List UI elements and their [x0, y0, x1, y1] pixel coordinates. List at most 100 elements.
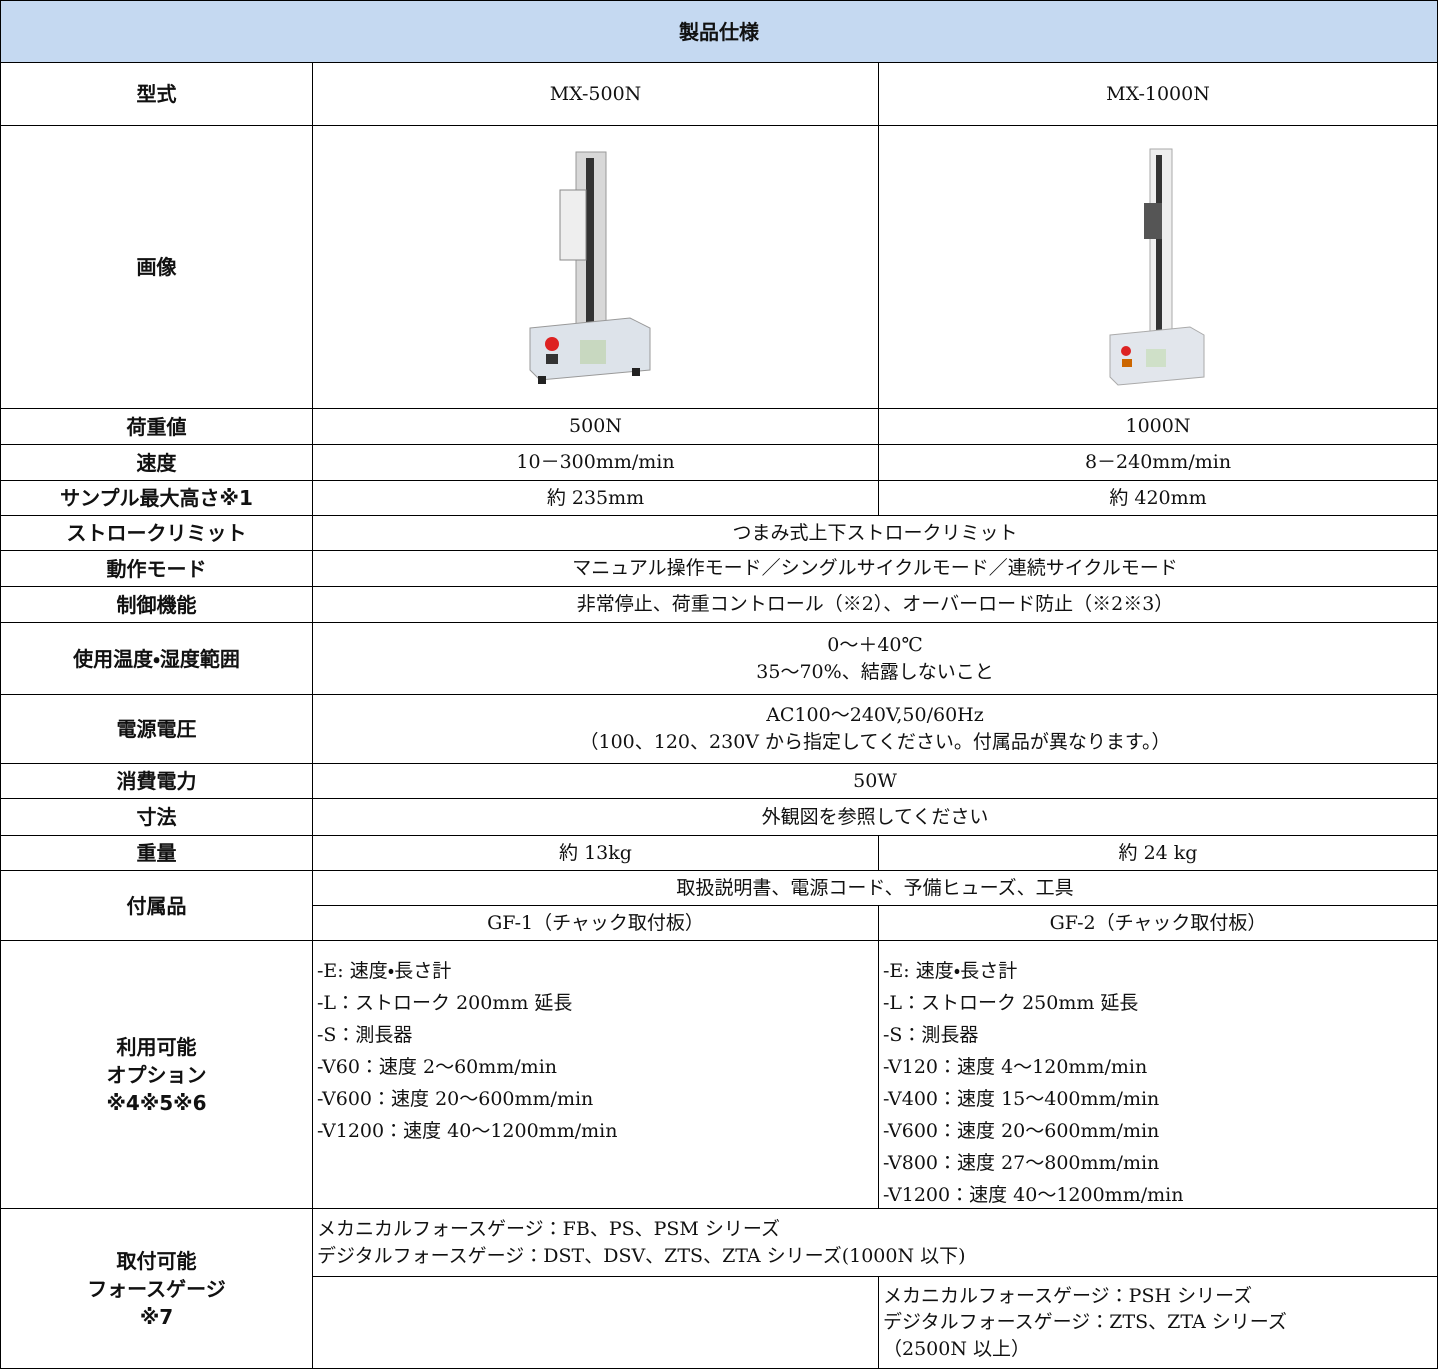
value-cell: 1000N — [878, 408, 1438, 445]
row-label: 重量 — [0, 835, 313, 871]
cell-text: -V400：速度 15～400mm/min — [883, 1088, 1160, 1110]
row-label: 動作モード — [0, 550, 313, 587]
cell-text: 取付可能 — [116, 1248, 197, 1273]
row-label: 電源電圧 — [0, 694, 313, 764]
row-label: 画像 — [0, 125, 313, 409]
cell-text: -L：ストローク 200mm 延長 — [317, 992, 573, 1014]
common-cell: メカニカルフォースゲージ：FB、PS、PSM シリーズデジタルフォースゲージ：D… — [312, 1208, 1438, 1277]
value-cell: つまみ式上下ストロークリミット — [312, 515, 1438, 551]
value-cell: 0～＋40℃ 35～70%、結露しないこと — [312, 622, 1438, 695]
row-label: 付属品 — [0, 870, 313, 941]
value-cell: GF-1（チャック取付板） — [312, 905, 879, 941]
value-cell: MX-1000N — [878, 62, 1438, 126]
cell-text: つまみ式上下ストロークリミット — [732, 521, 1018, 544]
cell-text: （100、120、230V から指定してください。付属品が異なります。） — [579, 731, 1171, 753]
product-image — [1109, 148, 1205, 386]
cell-text: メカニカルフォースゲージ：FB、PS、PSM シリーズ — [317, 1217, 780, 1240]
cell-text: 制御機能 — [116, 592, 197, 617]
value-cell: -E: 速度・長さ計 -L：ストローク 250mm 延長 -S：測長器 -V120：速… — [878, 940, 1438, 1209]
row-label: 荷重値 — [0, 408, 313, 445]
cell-text: 画像 — [136, 255, 177, 279]
cell-text: 使用温度・湿度範囲 — [73, 646, 240, 671]
cell-text: ストロークリミット — [66, 521, 247, 545]
cell-text: -E: 速度・長さ計 — [317, 960, 452, 982]
cell-text: 約 24 kg — [1118, 841, 1198, 864]
image-cell — [312, 125, 879, 409]
cell-text: 約 235mm — [546, 486, 645, 509]
row-label: 利用可能オプション ※4※5※6 — [0, 940, 313, 1209]
cell-text: 型式 — [136, 82, 177, 106]
cell-text: 8－240mm/min — [1084, 451, 1232, 474]
value-cell: マニュアル操作モード／シングルサイクルモード／連続サイクルモード — [312, 550, 1438, 587]
value-cell: 10－300mm/min — [312, 444, 879, 481]
cell-text: 取扱説明書、電源コード、予備ヒューズ、工具 — [676, 876, 1074, 899]
cell-text: （2500N 以上） — [883, 1337, 1031, 1360]
cell-text: 35～70%、結露しないこと — [756, 660, 994, 683]
value-cell: -E: 速度・長さ計 -L：ストローク 200mm 延長 -S：測長器 -V60：速度… — [312, 940, 879, 1209]
value-cell: AC100～240V,50/60Hz （100、120、230V から指定してくだ… — [312, 694, 1438, 764]
cell-text: 付属品 — [126, 893, 187, 918]
cell-text: 非常停止、荷重コントロール（※2）、オーバーロード防止（※2※3） — [576, 593, 1174, 616]
cell-text: -V120：速度 4～120mm/min — [883, 1056, 1148, 1078]
cell-text: 約 420mm — [1109, 486, 1207, 509]
cell-text: -S：測長器 — [883, 1024, 979, 1046]
cell-text: -V800：速度 27～800mm/min — [883, 1152, 1160, 1174]
header-title: 製品仕様 — [679, 19, 759, 44]
cell-text: -V1200：速度 40～1200mm/min — [883, 1184, 1184, 1206]
row-label: 制御機能 — [0, 586, 313, 623]
row-label: 速度 — [0, 444, 313, 481]
cell-text: 50W — [853, 769, 897, 792]
value-cell: MX-500N — [312, 62, 879, 126]
cell-text: -L：ストローク 250mm 延長 — [883, 992, 1139, 1014]
cell-text: -V60：速度 2～60mm/min — [317, 1056, 558, 1078]
cell-text: デジタルフォースゲージ：DST、DSV、ZTS、ZTA シリーズ(1000N 以… — [317, 1244, 966, 1267]
cell-text: MX-500N — [549, 82, 642, 105]
cell-text: 0～＋40℃ — [827, 633, 923, 656]
cell-text: -V600：速度 20～600mm/min — [317, 1088, 594, 1110]
cell-text: MX-1000N — [1106, 82, 1210, 105]
value-cell: GF-2（チャック取付板） — [878, 905, 1438, 941]
cell-text: 荷重値 — [126, 414, 187, 439]
cell-text: 重量 — [136, 841, 177, 865]
row-label: 取付可能フォースゲージ ※7 — [0, 1208, 313, 1369]
row-label: 型式 — [0, 62, 313, 126]
value-cell: 約 24 kg — [878, 835, 1438, 871]
row-label: 使用温度・湿度範囲 — [0, 622, 313, 695]
cell-text: メカニカルフォースゲージ：PSH シリーズ — [883, 1284, 1253, 1307]
value-cell: 8－240mm/min — [878, 444, 1438, 481]
row-label: ストロークリミット — [0, 515, 313, 551]
cell-text: 利用可能 — [116, 1034, 197, 1059]
value-cell: 約 13kg — [312, 835, 879, 871]
cell-text: マニュアル操作モード／シングルサイクルモード／連続サイクルモード — [572, 557, 1178, 580]
value-cell: メカニカルフォースゲージ：PSH シリーズデジタルフォースゲージ：ZTS、ZTA… — [878, 1276, 1438, 1369]
cell-text: -S：測長器 — [317, 1024, 413, 1046]
cell-text: フォースゲージ — [87, 1276, 226, 1301]
common-cell: 取扱説明書、電源コード、予備ヒューズ、工具 — [312, 870, 1438, 906]
cell-text: AC100～240V,50/60Hz — [766, 704, 984, 727]
cell-text: 500N — [569, 415, 622, 438]
cell-text: 速度 — [136, 450, 177, 475]
table-header: 製品仕様 — [0, 0, 1438, 63]
value-cell: 500N — [312, 408, 879, 445]
cell-text: -V1200：速度 40～1200mm/min — [317, 1120, 618, 1142]
row-label: 消費電力 — [0, 763, 313, 799]
cell-text: -V600：速度 20～600mm/min — [883, 1120, 1160, 1142]
value-cell: 非常停止、荷重コントロール（※2）、オーバーロード防止（※2※3） — [312, 586, 1438, 623]
value-cell: 約 420mm — [878, 480, 1438, 516]
value-cell: 50W — [312, 763, 1438, 799]
cell-text: 1000N — [1125, 415, 1191, 438]
cell-text: ※7 — [139, 1304, 174, 1329]
cell-text: -E: 速度・長さ計 — [883, 960, 1018, 982]
cell-text: ※4※5※6 — [106, 1090, 207, 1115]
value-cell: 外観図を参照してください — [312, 798, 1438, 836]
cell-text: 外観図を参照してください — [761, 805, 989, 828]
image-cell — [878, 125, 1438, 409]
cell-text: 動作モード — [106, 556, 207, 581]
cell-text: デジタルフォースゲージ：ZTS、ZTA シリーズ — [883, 1311, 1287, 1334]
cell-text: GF-1（チャック取付板） — [487, 911, 704, 934]
value-cell — [312, 1276, 879, 1369]
cell-text: オプション — [106, 1062, 207, 1087]
cell-text: 寸法 — [136, 805, 177, 829]
value-cell: 約 235mm — [312, 480, 879, 516]
